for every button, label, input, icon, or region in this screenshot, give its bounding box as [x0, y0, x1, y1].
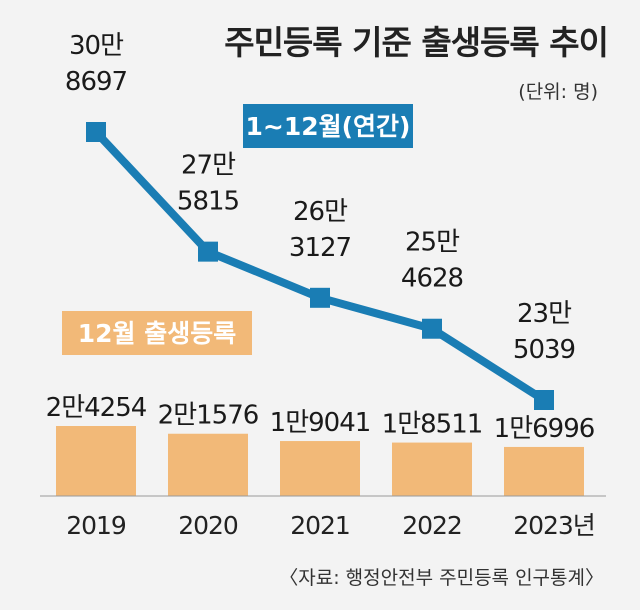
x-tick-label-0: 2019 — [66, 511, 126, 540]
line-legend-box — [243, 104, 413, 148]
line-point-0 — [86, 122, 106, 142]
line-layer: 30만 8697 27만 5815 26만 3127 25만 4628 23만 5039 — [65, 31, 576, 410]
line-value-label-4-line2: 5039 — [513, 335, 575, 365]
line-value-label-4-line1: 23만 — [517, 299, 571, 329]
unit-label: (단위: 명) — [518, 81, 598, 103]
line-legend: 1~12월(연간) — [243, 104, 413, 148]
x-tick-label-2: 2021 — [290, 511, 350, 540]
line-value-label-1-line2: 5815 — [177, 187, 239, 217]
x-tick-label-3: 2022 — [402, 511, 462, 540]
chart-title: 주민등록 기준 출생등록 추이 — [224, 23, 608, 62]
bar-value-label-4: 1만6996 — [494, 414, 595, 444]
bar-4 — [504, 446, 584, 496]
line-point-4 — [534, 390, 554, 410]
bar-value-label-3: 1만8511 — [382, 410, 483, 440]
bar-2 — [280, 441, 360, 496]
line-point-1 — [198, 241, 218, 262]
bar-value-label-2: 1만9041 — [270, 408, 371, 438]
source-note: 〈자료: 행정안전부 주민등록 인구통계〉 — [279, 567, 604, 589]
x-axis-ticks: 2019 2020 2021 2022 2023년 — [66, 511, 596, 540]
line-value-label-2-line1: 26만 — [293, 197, 347, 227]
bar-value-label-0: 2만4254 — [46, 393, 147, 423]
bar-1 — [168, 433, 248, 496]
bar-value-label-1: 2만1576 — [158, 401, 259, 431]
line-point-2 — [310, 287, 330, 308]
bar-3 — [392, 442, 472, 496]
line-series-path — [93, 129, 547, 404]
line-legend-label: 1~12월(연간) — [246, 112, 411, 141]
x-tick-label-4: 2023년 — [513, 511, 595, 540]
line-value-label-3-line1: 25만 — [405, 228, 459, 258]
line-point-3 — [422, 318, 442, 339]
bar-legend-box — [62, 311, 252, 355]
line-value-label-1-line1: 27만 — [181, 151, 235, 181]
bars-layer: 2만4254 2만1576 1만9041 1만8511 1만6996 — [46, 393, 595, 496]
line-value-label-0-line2: 8697 — [65, 67, 127, 97]
bar-0 — [56, 426, 136, 496]
line-value-label-0-line1: 30만 — [69, 31, 123, 61]
bar-legend: 12월 출생등록 — [62, 311, 252, 355]
line-value-label-3-line2: 4628 — [401, 264, 463, 294]
line-value-label-2-line2: 3127 — [289, 233, 351, 263]
bar-legend-label: 12월 출생등록 — [78, 319, 237, 348]
x-tick-label-1: 2020 — [178, 511, 238, 540]
